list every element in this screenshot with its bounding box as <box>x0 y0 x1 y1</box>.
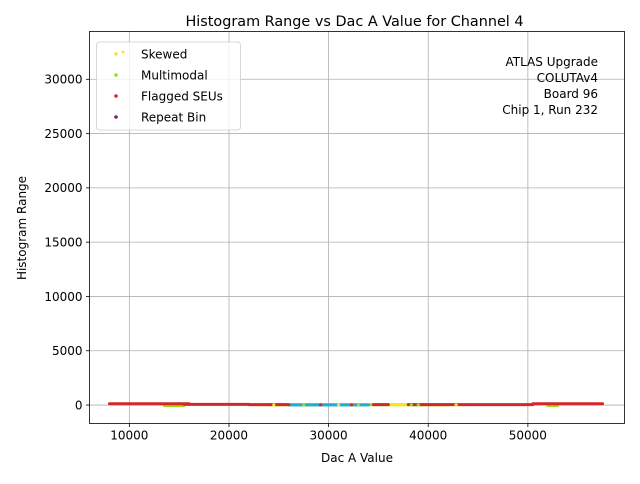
data-point <box>454 403 458 407</box>
y-tick-label: 20000 <box>44 181 82 195</box>
x-axis-label: Dac A Value <box>321 451 393 465</box>
legend-marker <box>114 73 118 77</box>
data-point <box>397 403 401 407</box>
y-tick-label: 10000 <box>44 290 82 304</box>
x-tick-label: 10000 <box>110 429 148 443</box>
legend-marker <box>114 115 118 119</box>
legend-label: Skewed <box>141 48 187 62</box>
data-point <box>349 403 354 407</box>
y-tick-label: 25000 <box>44 127 82 141</box>
legend-marker <box>121 50 125 54</box>
legend-label: Multimodal <box>141 69 208 83</box>
y-tick-label: 30000 <box>44 73 82 87</box>
data-point <box>416 403 420 407</box>
x-tick-label: 30000 <box>310 429 348 443</box>
annotation-line: Chip 1, Run 232 <box>502 103 598 117</box>
legend: Skewed Multimodal Flagged SEUs Repeat Bin <box>96 41 241 131</box>
x-tick-label: 50000 <box>509 429 547 443</box>
x-tick-label: 20000 <box>210 429 248 443</box>
data-point <box>319 403 323 407</box>
legend-marker <box>114 94 118 98</box>
plot-frame <box>89 31 625 424</box>
data-marks <box>107 402 605 407</box>
x-axis: 10000 20000 30000 40000 50000 <box>110 423 547 443</box>
data-point <box>356 403 361 407</box>
y-tick-label: 0 <box>75 398 83 412</box>
annotation-line: ATLAS Upgrade <box>505 55 598 69</box>
legend-box <box>96 41 241 131</box>
x-tick-label: 40000 <box>409 429 447 443</box>
annotation-line: Board 96 <box>544 87 598 101</box>
legend-marker <box>114 52 118 56</box>
y-tick-label: 15000 <box>44 235 82 249</box>
grid <box>89 31 625 424</box>
y-axis-label: Histogram Range <box>15 176 29 280</box>
chart-title: Histogram Range vs Dac A Value for Chann… <box>185 14 523 30</box>
data-point <box>336 403 341 407</box>
legend-label: Repeat Bin <box>141 111 206 125</box>
data-point <box>302 403 306 407</box>
y-axis: 0 5000 10000 15000 20000 25000 30000 <box>44 73 90 412</box>
data-point <box>409 403 413 407</box>
annotation-box: ATLAS Upgrade COLUTAv4 Board 96 Chip 1, Run… <box>502 55 598 117</box>
legend-label: Flagged SEUs <box>141 90 223 104</box>
y-tick-label: 5000 <box>52 344 83 358</box>
annotation-line: COLUTAv4 <box>537 71 598 85</box>
data-point <box>272 403 276 407</box>
